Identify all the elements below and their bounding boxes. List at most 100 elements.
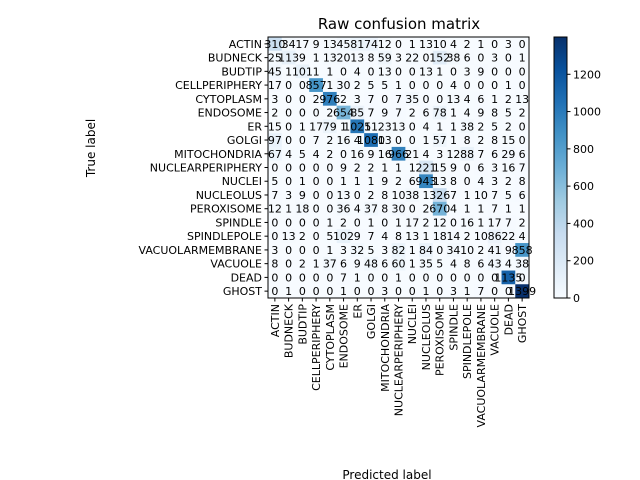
- heatmap-cell: [322, 64, 337, 79]
- heatmap-cell: [322, 133, 337, 148]
- heatmap-cell: [446, 188, 461, 203]
- cell-value-label: 6: [477, 93, 484, 106]
- cell-value-label: 1: [299, 175, 306, 188]
- heatmap-cell: [336, 37, 351, 52]
- x-tick-label: BUDTIP: [296, 304, 309, 345]
- cell-value-label: 48: [364, 258, 378, 271]
- cell-value-label: 310: [264, 38, 285, 51]
- cell-value-label: 7: [368, 107, 375, 120]
- heatmap-cell: [474, 201, 489, 216]
- heatmap-cell: [336, 174, 351, 189]
- heatmap-cell: [405, 256, 420, 271]
- cell-value-label: 0: [299, 162, 306, 175]
- cell-value-label: 14: [446, 230, 460, 243]
- heatmap-cell: [432, 174, 447, 189]
- chart-title: Raw confusion matrix: [318, 15, 480, 33]
- cell-value-label: 7: [368, 93, 375, 106]
- heatmap-cell: [460, 229, 475, 244]
- cell-value-label: 30: [337, 79, 351, 92]
- y-tick-label: CELLPERIPHERY: [175, 79, 262, 92]
- heatmap-cell: [364, 270, 379, 285]
- cell-value-label: 35: [405, 93, 419, 106]
- cell-value-label: 1: [285, 285, 292, 298]
- cell-value-label: 13: [446, 93, 460, 106]
- heatmap-cell: [446, 50, 461, 65]
- heatmap-cell: [281, 133, 296, 148]
- cell-value-label: 5: [368, 79, 375, 92]
- heatmap-cell: [350, 133, 365, 148]
- cell-value-label: 8: [381, 189, 388, 202]
- heatmap-cell: [391, 105, 406, 120]
- heatmap-cell: [268, 174, 283, 189]
- heatmap-cell: [487, 160, 502, 175]
- heatmap-cell: [501, 105, 516, 120]
- cell-value-label: 0: [285, 134, 292, 147]
- cell-value-label: 45: [337, 38, 351, 51]
- cell-value-label: 38: [515, 258, 529, 271]
- heatmap-cell: [295, 188, 310, 203]
- heatmap-cell: [350, 50, 365, 65]
- plot-frame: [267, 36, 530, 299]
- heatmap-cell: [515, 50, 530, 65]
- heatmap-cell: [391, 133, 406, 148]
- cell-value-label: 37: [323, 258, 337, 271]
- cell-value-label: 1: [395, 162, 402, 175]
- cell-value-label: 3: [271, 93, 278, 106]
- heatmap-cell: [460, 119, 475, 134]
- cell-value-label: 1: [491, 93, 498, 106]
- heatmap-cell: [405, 119, 420, 134]
- heatmap-cell: [419, 243, 434, 258]
- y-tick-label: MITOCHONDRIA: [174, 148, 262, 161]
- cell-value-label: 2: [326, 134, 333, 147]
- heatmap-cell: [364, 201, 379, 216]
- heatmap-cell: [501, 229, 516, 244]
- heatmap-cell: [350, 105, 365, 120]
- cell-value-label: 13: [515, 93, 529, 106]
- heatmap-cell: [336, 50, 351, 65]
- heatmap-cell: [268, 146, 283, 161]
- heatmap-cell: [295, 37, 310, 52]
- cell-value-label: 3: [285, 189, 292, 202]
- heatmap-cell: [432, 133, 447, 148]
- cell-value-label: 101: [292, 65, 313, 78]
- heatmap-cell: [364, 105, 379, 120]
- cell-value-label: 1: [368, 216, 375, 229]
- x-tick-label: SPINDLE: [447, 304, 460, 351]
- heatmap-cell: [501, 133, 516, 148]
- cell-value-label: 0: [395, 65, 402, 78]
- cell-value-label: 1: [395, 79, 402, 92]
- heatmap-cell: [446, 284, 461, 299]
- heatmap-cell: [350, 146, 365, 161]
- cell-value-label: 8: [381, 203, 388, 216]
- cell-value-label: 2: [477, 134, 484, 147]
- cell-value-label: 12: [268, 203, 282, 216]
- y-tick-label: ENDOSOME: [198, 107, 262, 120]
- heatmap-cell: [419, 37, 434, 52]
- cell-value-label: 1: [519, 52, 526, 65]
- colorbar-tick-label: 800: [573, 143, 594, 156]
- cell-value-label: 0: [271, 216, 278, 229]
- heatmap-cell: [432, 160, 447, 175]
- cell-value-label: 7: [271, 189, 278, 202]
- heatmap-cell: [364, 229, 379, 244]
- heatmap-cell: [419, 50, 434, 65]
- cell-value-label: 3: [381, 244, 388, 257]
- cell-value-label: 35: [419, 258, 433, 271]
- heatmap-cell: [322, 215, 337, 230]
- cell-value-label: 858: [512, 244, 533, 257]
- heatmap-cell: [487, 243, 502, 258]
- heatmap-cell: [487, 119, 502, 134]
- heatmap-cell: [322, 229, 337, 244]
- cell-value-label: 0: [519, 65, 526, 78]
- cell-value-label: 9: [381, 175, 388, 188]
- x-tick-label: ACTIN: [269, 304, 282, 337]
- cell-value-label: 670: [429, 203, 450, 216]
- heatmap-cell: [295, 133, 310, 148]
- cell-value-label: 0: [313, 203, 320, 216]
- heatmap-cell: [501, 201, 516, 216]
- heatmap-cell: [350, 229, 365, 244]
- cell-value-label: 7: [505, 216, 512, 229]
- heatmap-cell: [364, 256, 379, 271]
- heatmap-cell: [377, 146, 392, 161]
- heatmap-cell: [281, 119, 296, 134]
